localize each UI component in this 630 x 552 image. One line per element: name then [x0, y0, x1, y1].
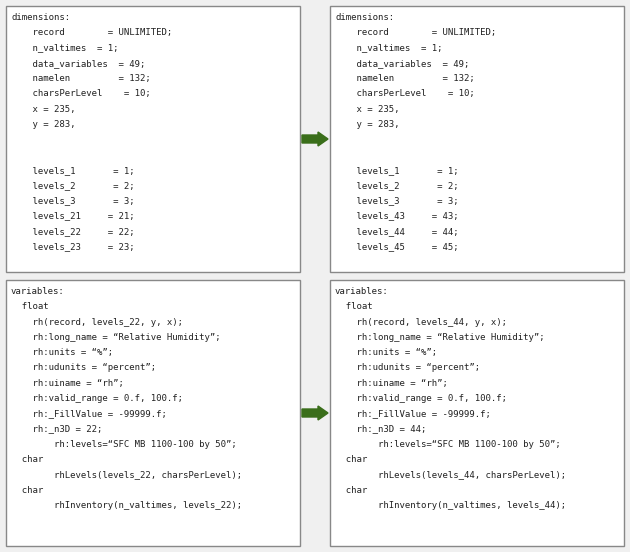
Text: x = 235,: x = 235, — [11, 105, 76, 114]
Text: rh:udunits = “percent”;: rh:udunits = “percent”; — [11, 363, 156, 373]
Text: rh(record, levels_44, y, x);: rh(record, levels_44, y, x); — [335, 317, 507, 327]
Text: char: char — [11, 455, 43, 464]
Text: n_valtimes  = 1;: n_valtimes = 1; — [11, 44, 118, 52]
Text: levels_23     = 23;: levels_23 = 23; — [11, 242, 135, 251]
FancyArrow shape — [302, 132, 328, 146]
Text: rh:units = “%”;: rh:units = “%”; — [11, 348, 113, 357]
Text: y = 283,: y = 283, — [11, 120, 76, 129]
Text: rhInventory(n_valtimes, levels_44);: rhInventory(n_valtimes, levels_44); — [335, 501, 566, 510]
Text: rh:long_name = “Relative Humidity”;: rh:long_name = “Relative Humidity”; — [335, 333, 544, 342]
Text: rh:long_name = “Relative Humidity”;: rh:long_name = “Relative Humidity”; — [11, 333, 220, 342]
Text: charsPerLevel    = 10;: charsPerLevel = 10; — [335, 89, 475, 98]
Text: levels_1       = 1;: levels_1 = 1; — [11, 166, 135, 175]
Bar — [330, 6, 624, 272]
Text: charsPerLevel    = 10;: charsPerLevel = 10; — [11, 89, 151, 98]
Text: levels_2       = 2;: levels_2 = 2; — [335, 181, 459, 190]
Text: rhLevels(levels_44, charsPerLevel);: rhLevels(levels_44, charsPerLevel); — [335, 470, 566, 479]
Text: rh:valid_range = 0.f, 100.f;: rh:valid_range = 0.f, 100.f; — [335, 394, 507, 403]
Text: levels_43     = 43;: levels_43 = 43; — [335, 211, 459, 221]
Text: n_valtimes  = 1;: n_valtimes = 1; — [335, 44, 442, 52]
Text: levels_22     = 22;: levels_22 = 22; — [11, 227, 135, 236]
Text: dimensions:: dimensions: — [11, 13, 70, 22]
Bar — [6, 280, 300, 546]
Text: rh:uiname = “rh”;: rh:uiname = “rh”; — [335, 379, 448, 388]
Text: rh:levels=“SFC MB 1100-100 by 50”;: rh:levels=“SFC MB 1100-100 by 50”; — [11, 440, 237, 449]
Text: rhInventory(n_valtimes, levels_22);: rhInventory(n_valtimes, levels_22); — [11, 501, 242, 510]
Text: levels_21     = 21;: levels_21 = 21; — [11, 211, 135, 221]
Text: rh:uiname = “rh”;: rh:uiname = “rh”; — [11, 379, 124, 388]
FancyArrow shape — [302, 406, 328, 420]
Text: levels_45     = 45;: levels_45 = 45; — [335, 242, 459, 251]
Text: char: char — [335, 455, 367, 464]
Text: rh:_n3D = 22;: rh:_n3D = 22; — [11, 424, 102, 433]
Text: rh:levels=“SFC MB 1100-100 by 50”;: rh:levels=“SFC MB 1100-100 by 50”; — [335, 440, 561, 449]
Text: rh:_n3D = 44;: rh:_n3D = 44; — [335, 424, 427, 433]
Text: rh:_FillValue = -99999.f;: rh:_FillValue = -99999.f; — [11, 409, 167, 418]
Text: variables:: variables: — [11, 287, 65, 296]
Text: levels_2       = 2;: levels_2 = 2; — [11, 181, 135, 190]
Bar — [6, 6, 300, 272]
Text: namelen         = 132;: namelen = 132; — [335, 74, 475, 83]
Text: rh:valid_range = 0.f, 100.f;: rh:valid_range = 0.f, 100.f; — [11, 394, 183, 403]
Text: rh:units = “%”;: rh:units = “%”; — [335, 348, 437, 357]
Text: y = 283,: y = 283, — [335, 120, 399, 129]
Text: dimensions:: dimensions: — [335, 13, 394, 22]
Text: rh(record, levels_22, y, x);: rh(record, levels_22, y, x); — [11, 317, 183, 327]
Text: rh:udunits = “percent”;: rh:udunits = “percent”; — [335, 363, 480, 373]
Text: data_variables  = 49;: data_variables = 49; — [11, 59, 146, 68]
Text: float: float — [11, 302, 49, 311]
Text: rhLevels(levels_22, charsPerLevel);: rhLevels(levels_22, charsPerLevel); — [11, 470, 242, 479]
Text: char: char — [335, 486, 367, 495]
Text: levels_3       = 3;: levels_3 = 3; — [11, 197, 135, 205]
Text: record        = UNLIMITED;: record = UNLIMITED; — [335, 28, 496, 38]
Text: levels_1       = 1;: levels_1 = 1; — [335, 166, 459, 175]
Text: data_variables  = 49;: data_variables = 49; — [335, 59, 469, 68]
Text: levels_44     = 44;: levels_44 = 44; — [335, 227, 459, 236]
Text: levels_3       = 3;: levels_3 = 3; — [335, 197, 459, 205]
Bar — [330, 280, 624, 546]
Text: variables:: variables: — [335, 287, 389, 296]
Text: x = 235,: x = 235, — [335, 105, 399, 114]
Text: record        = UNLIMITED;: record = UNLIMITED; — [11, 28, 172, 38]
Text: float: float — [335, 302, 372, 311]
Text: char: char — [11, 486, 43, 495]
Text: namelen         = 132;: namelen = 132; — [11, 74, 151, 83]
Text: rh:_FillValue = -99999.f;: rh:_FillValue = -99999.f; — [335, 409, 491, 418]
